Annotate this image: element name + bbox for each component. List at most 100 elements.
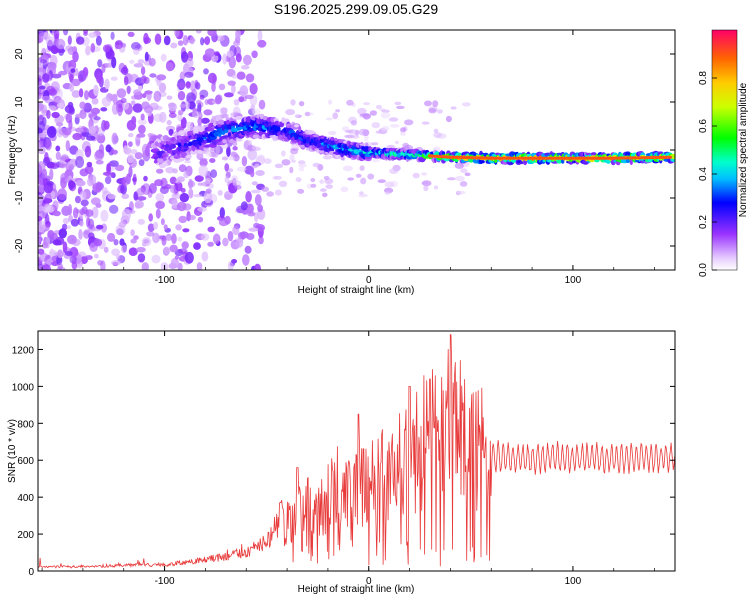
spectrogram-cell	[258, 99, 266, 110]
spectrogram-cell	[178, 215, 188, 224]
spectrogram-cell	[93, 238, 103, 247]
spectrogram-cell	[247, 148, 258, 161]
spectrogram-cell	[249, 83, 258, 95]
spectrogram-cell	[81, 114, 86, 119]
spectrogram-cell	[134, 202, 141, 209]
spectrogram-cell	[388, 117, 399, 122]
spectrogram-cell	[143, 239, 150, 244]
spectrogram-cell	[171, 233, 177, 245]
spectrogram-cell	[149, 73, 157, 78]
spectrogram-cell	[132, 103, 143, 113]
spectrogram-cell	[129, 59, 135, 64]
spectrogram-cell	[134, 152, 143, 160]
spectrogram-cell	[57, 188, 67, 201]
spectrogram-cell	[85, 255, 93, 260]
spectrogram-cell	[57, 263, 63, 270]
spectrogram-cell	[94, 253, 99, 259]
spectrogram-cell	[298, 163, 307, 168]
spectrogram-cell	[214, 114, 224, 121]
spectrogram-cell	[197, 207, 207, 212]
spectrogram-cell	[421, 180, 432, 187]
spectrogram-cell	[38, 94, 42, 100]
y-tick-label: 10	[14, 96, 25, 108]
spectrogram-cell	[86, 161, 93, 168]
spectrogram-cell	[281, 159, 291, 166]
spectrogram-cell	[295, 177, 302, 183]
spectrogram-cell	[146, 90, 152, 101]
spectrogram-cell	[96, 72, 103, 84]
spectrogram-cell	[111, 149, 118, 155]
spectrogram-cell	[231, 84, 236, 94]
spectrogram-cell	[46, 126, 57, 138]
spectrogram-cell	[65, 112, 73, 124]
colorbar-tick-label: 0.2	[698, 215, 709, 229]
spectrogram-cell	[274, 163, 284, 169]
spectrogram-cell	[126, 119, 137, 131]
spectrogram-cell	[107, 232, 116, 242]
spectrogram-cell	[203, 191, 213, 204]
spectrogram-cell	[133, 63, 144, 68]
spectrogram-cell	[245, 94, 254, 100]
spectrogram-cell	[95, 181, 102, 193]
spectrogram-cell	[254, 194, 262, 206]
spectrogram-cell	[181, 51, 189, 63]
spectrogram-cell	[185, 81, 191, 87]
spectrogram-cell	[127, 31, 135, 37]
spectrogram-cell	[45, 213, 50, 224]
spectrogram-cell	[38, 220, 46, 233]
spectrogram-cell	[84, 165, 94, 175]
spectrogram-cell	[193, 194, 203, 198]
spectrogram-cell	[163, 35, 171, 46]
spectrogram-cell	[450, 106, 457, 110]
spectrogram-cell	[347, 177, 355, 181]
spectrogram-cell	[231, 74, 238, 79]
spectrogram-cell	[155, 200, 166, 210]
spectrogram-cell	[218, 83, 226, 91]
y-tick-label: 1000	[12, 382, 35, 393]
spectrogram-cell	[252, 108, 261, 116]
spectrogram-cell	[48, 105, 57, 110]
spectrogram-cell	[116, 88, 127, 99]
spectrogram-cell	[207, 72, 217, 84]
spectrogram-cell	[185, 154, 192, 159]
spectrogram-cell	[245, 191, 252, 203]
spectrogram-cell	[310, 183, 317, 188]
spectrogram-cell	[38, 237, 42, 243]
spectrogram-cell	[94, 150, 104, 161]
spectrogram-cell	[186, 92, 197, 104]
spectrogram-cell	[364, 134, 369, 142]
spectrogram-cell	[50, 190, 56, 200]
spectrogram-cell	[62, 241, 68, 253]
spectrogram-cell	[225, 117, 231, 122]
spectrogram-cell	[123, 76, 129, 86]
spectrogram-cell	[38, 142, 41, 151]
spectrogram-cell	[55, 151, 61, 161]
spectrogram-cell	[168, 102, 176, 108]
spectrogram-cell	[148, 57, 156, 67]
spectrogram-cell	[196, 133, 204, 139]
spectrogram-cell	[298, 166, 305, 172]
spectrogram-cell	[433, 132, 442, 138]
spectrogram-cell	[164, 143, 170, 149]
spectrogram-cell	[143, 175, 148, 182]
spectrogram-cell	[247, 139, 252, 146]
y-tick-label: 400	[17, 493, 34, 504]
spectrogram-cell	[38, 206, 45, 212]
spectrogram-cell	[74, 127, 85, 133]
spectrogram-cell	[278, 180, 288, 188]
spectrogram-cell	[186, 125, 195, 132]
spectrogram-cell	[72, 51, 79, 63]
spectrogram-ylabel: Frequency (Hz)	[7, 116, 18, 185]
spectrogram-cell	[325, 184, 334, 189]
spectrogram-cell	[38, 184, 46, 193]
spectrogram-cell	[433, 185, 439, 190]
spectrogram-cell	[328, 99, 333, 105]
spectrogram-cell	[133, 89, 142, 96]
spectrogram-cell	[572, 160, 577, 164]
spectrogram-cell	[629, 159, 633, 165]
spectrogram-cell	[176, 201, 187, 212]
spectrogram-cell	[126, 85, 131, 95]
spectrogram-cell	[88, 125, 97, 134]
spectrogram-cell	[156, 78, 162, 87]
